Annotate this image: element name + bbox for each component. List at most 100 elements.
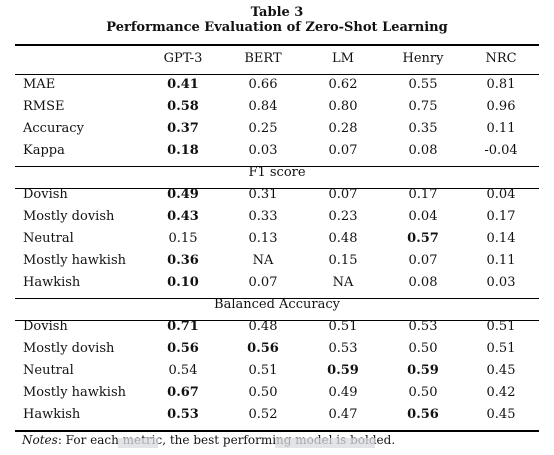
table-cell: 0.07 [408,253,438,268]
scan-artifact [118,438,158,448]
table-cell: 0.14 [486,231,516,246]
table-cell: 0.48 [328,231,358,246]
table-cell: 0.31 [248,187,278,202]
row-label: Neutral [23,363,74,378]
table-cell: 0.15 [168,231,198,246]
table-cell: 0.51 [486,341,516,356]
section-header-rule-f1 [15,188,539,189]
table-cell: 0.07 [328,143,358,158]
table-row: Mostly dovish 0.56 0.56 0.53 0.50 0.51 [15,338,539,360]
scan-artifact [275,438,375,448]
table-cell: NA [332,275,354,290]
table-cell: 0.49 [328,385,358,400]
section-header: F1 score [248,165,306,180]
table-number: Table 3 [250,5,304,20]
table-cell: 0.49 [167,187,199,202]
table-cell: 0.42 [486,385,516,400]
table-cell: 0.25 [248,121,278,136]
table-cell: 0.62 [328,77,358,92]
table-row: Dovish 0.49 0.31 0.07 0.17 0.04 [15,184,539,206]
column-header: NRC [485,51,517,66]
row-label: Accuracy [23,121,84,136]
table-row: Kappa 0.18 0.03 0.07 0.08 -0.04 [15,140,539,162]
table-cell: 0.67 [167,385,199,400]
table-cell: 0.48 [248,319,278,334]
table-cell: 0.53 [328,341,358,356]
row-label: RMSE [23,99,65,114]
table-cell: 0.04 [486,187,516,202]
table-cell: 0.50 [408,341,438,356]
bottom-rule [15,430,539,432]
table-cell: NA [252,253,274,268]
column-header: BERT [244,51,282,66]
table-cell: 0.36 [167,253,199,268]
table-cell: 0.08 [408,275,438,290]
table-cell: 0.03 [486,275,516,290]
section-header: Balanced Accuracy [214,297,340,312]
table-cell: 0.50 [248,385,278,400]
section-header-rule-ba [15,320,539,321]
table-cell: 0.53 [167,407,199,422]
table-cell: 0.15 [328,253,358,268]
table-cell: -0.04 [484,143,518,158]
table-cell: 0.04 [408,209,438,224]
table-cell: 0.66 [248,77,278,92]
table-cell: 0.51 [248,363,278,378]
table-cell: 0.17 [486,209,516,224]
table-cell: 0.37 [167,121,199,136]
table-cell: 0.11 [486,121,516,136]
table-cell: 0.58 [167,99,199,114]
section-header-row: Balanced Accuracy [15,294,539,316]
column-header: LM [332,51,354,66]
table-cell: 0.11 [486,253,516,268]
table-cell: 0.03 [248,143,278,158]
table-cell: 0.51 [328,319,358,334]
table-cell: 0.53 [408,319,438,334]
table-row: RMSE 0.58 0.84 0.80 0.75 0.96 [15,96,539,118]
table-cell: 0.81 [486,77,516,92]
corner-cell [15,44,143,74]
table-cell: 0.57 [407,231,439,246]
table-cell: 0.71 [167,319,199,334]
table-cell: 0.43 [167,209,199,224]
header-rule [15,74,539,75]
section-rule-f1 [15,166,539,167]
table-cell: 0.33 [248,209,278,224]
table-cell: 0.56 [407,407,439,422]
section-header-row: F1 score [15,162,539,184]
table-cell: 0.07 [248,275,278,290]
table-cell: 0.96 [486,99,516,114]
row-label: Dovish [23,187,68,202]
table-cell: 0.80 [328,99,358,114]
column-header-row: GPT-3 BERT LM Henry NRC [15,44,539,74]
table-cell: 0.84 [248,99,278,114]
row-label: MAE [23,77,56,92]
table-cell: 0.17 [408,187,438,202]
table-cell: 0.35 [408,121,438,136]
table-cell: 0.45 [486,363,516,378]
table-cell: 0.56 [247,341,279,356]
table-row: Dovish 0.71 0.48 0.51 0.53 0.51 [15,316,539,338]
table-cell: 0.47 [328,407,358,422]
table-cell: 0.75 [408,99,438,114]
table-cell: 0.50 [408,385,438,400]
table-cell: 0.51 [486,319,516,334]
table-cell: 0.59 [327,363,359,378]
table-cell: 0.54 [168,363,198,378]
table-cell: 0.13 [248,231,278,246]
table-cell: 0.07 [328,187,358,202]
table-cell: 0.18 [167,143,199,158]
table-row: Accuracy 0.37 0.25 0.28 0.35 0.11 [15,118,539,140]
table-cell: 0.56 [167,341,199,356]
row-label: Hawkish [23,407,81,422]
table-row: Hawkish 0.10 0.07 NA 0.08 0.03 [15,272,539,294]
table-cell: 0.41 [167,77,199,92]
table-cell: 0.45 [486,407,516,422]
table-row: Hawkish 0.53 0.52 0.47 0.56 0.45 [15,404,539,426]
table-cell: 0.59 [407,363,439,378]
row-label: Neutral [23,231,74,246]
section-rule-ba [15,298,539,299]
results-table: GPT-3 BERT LM Henry NRC MAE 0.41 0.66 0.62 0.55 0… [15,44,539,426]
table-row: MAE 0.41 0.66 0.62 0.55 0.81 [15,74,539,96]
